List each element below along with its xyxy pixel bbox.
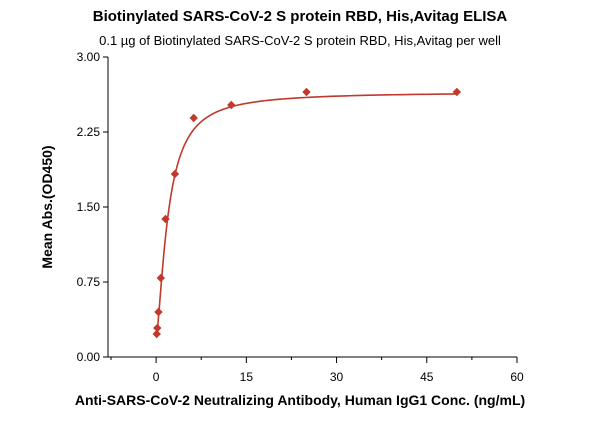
y-tick-label: 0.75 xyxy=(77,275,101,289)
data-points xyxy=(152,87,462,339)
data-point xyxy=(170,169,180,179)
data-point xyxy=(452,87,462,97)
chart-subtitle: 0.1 µg of Biotinylated SARS-CoV-2 S prot… xyxy=(99,33,501,48)
chart-title: Biotinylated SARS-CoV-2 S protein RBD, H… xyxy=(93,8,508,25)
fit-curve xyxy=(155,93,457,335)
x-tick-label: 60 xyxy=(510,370,524,384)
x-axis-label: Anti-SARS-CoV-2 Neutralizing Antibody, H… xyxy=(75,392,525,408)
y-ticks: 0.00 0.75 1.50 2.25 3.00 xyxy=(77,50,108,364)
y-tick-label: 1.50 xyxy=(77,200,101,214)
data-point xyxy=(161,214,170,224)
x-tick-label: 0 xyxy=(153,370,160,384)
x-ticks: 0 15 30 45 60 xyxy=(110,357,524,384)
data-point xyxy=(189,113,198,123)
y-tick-label: 2.25 xyxy=(77,125,101,139)
data-point xyxy=(153,323,162,333)
data-point xyxy=(154,307,163,317)
y-tick-label: 0.00 xyxy=(77,350,101,364)
y-axis-label: Mean Abs.(OD450) xyxy=(39,145,55,268)
x-tick-label: 30 xyxy=(330,370,344,384)
data-point xyxy=(152,329,161,339)
x-tick-label: 45 xyxy=(420,370,434,384)
data-point xyxy=(302,87,311,97)
y-tick-label: 3.00 xyxy=(77,50,101,64)
data-point xyxy=(156,273,166,283)
plot-axes: 0.00 0.75 1.50 2.25 3.00 0 15 30 45 60 xyxy=(77,50,524,384)
data-point xyxy=(227,100,236,110)
x-tick-label: 15 xyxy=(240,370,254,384)
